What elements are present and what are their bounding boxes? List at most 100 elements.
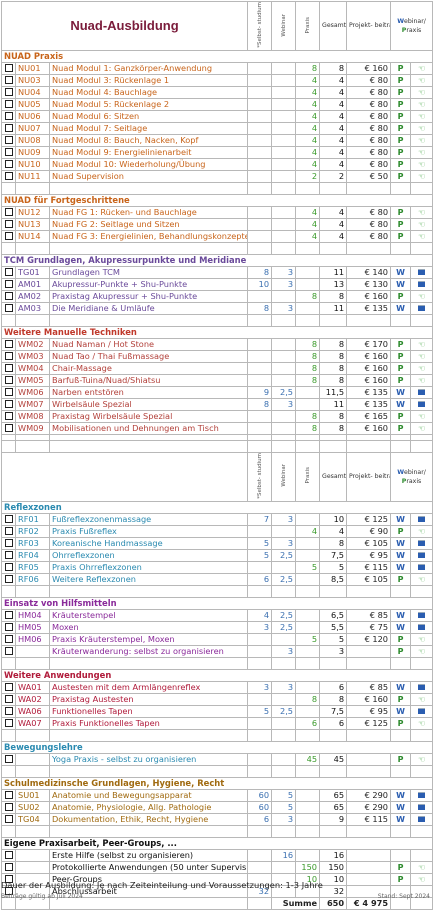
checkbox-square[interactable] — [4, 647, 13, 656]
course-checkbox[interactable] — [1, 229, 16, 243]
course-checkbox[interactable] — [1, 752, 16, 766]
course-checkbox[interactable] — [1, 860, 16, 874]
course-checkbox[interactable] — [1, 800, 16, 814]
checkbox-square[interactable] — [4, 208, 13, 217]
total-hours: 4 — [319, 229, 348, 243]
course-checkbox[interactable] — [1, 397, 16, 411]
checkbox-square[interactable] — [4, 76, 13, 85]
course-checkbox[interactable] — [1, 337, 16, 351]
course-checkbox[interactable] — [1, 385, 16, 399]
checkbox-square[interactable] — [4, 292, 13, 301]
checkbox-square[interactable] — [4, 412, 13, 421]
course-checkbox[interactable] — [1, 157, 16, 171]
checkbox-square[interactable] — [4, 539, 13, 548]
course-checkbox[interactable] — [1, 421, 16, 435]
course-checkbox[interactable] — [1, 692, 16, 706]
course-checkbox[interactable] — [1, 97, 16, 111]
checkbox-square[interactable] — [4, 863, 13, 872]
course-code: NU04 — [15, 85, 50, 99]
checkbox-square[interactable] — [4, 268, 13, 277]
course-checkbox[interactable] — [1, 812, 16, 826]
checkbox-square[interactable] — [4, 575, 13, 584]
course-checkbox[interactable] — [1, 265, 16, 279]
course-checkbox[interactable] — [1, 872, 16, 886]
checkbox-square[interactable] — [4, 220, 13, 229]
checkbox-square[interactable] — [4, 563, 13, 572]
checkbox-square[interactable] — [4, 527, 13, 536]
course-checkbox[interactable] — [1, 548, 16, 562]
course-checkbox[interactable] — [1, 205, 16, 219]
course-checkbox[interactable] — [1, 512, 16, 526]
course-checkbox[interactable] — [1, 608, 16, 622]
section-title: Bewegungslehre — [0, 740, 433, 754]
course-checkbox[interactable] — [1, 121, 16, 135]
course-checkbox[interactable] — [1, 301, 16, 315]
checkbox-square[interactable] — [4, 719, 13, 728]
checkbox-square[interactable] — [4, 815, 13, 824]
checkbox-square[interactable] — [4, 340, 13, 349]
course-checkbox[interactable] — [1, 716, 16, 730]
checkbox-square[interactable] — [4, 400, 13, 409]
course-checkbox[interactable] — [1, 524, 16, 538]
course-checkbox[interactable] — [1, 572, 16, 586]
format-icon: ☜ — [410, 572, 433, 586]
course-checkbox[interactable] — [1, 632, 16, 646]
course-checkbox[interactable] — [1, 145, 16, 159]
checkbox-square[interactable] — [4, 791, 13, 800]
checkbox-square[interactable] — [4, 424, 13, 433]
checkbox-square[interactable] — [4, 280, 13, 289]
checkbox-square[interactable] — [4, 64, 13, 73]
course-checkbox[interactable] — [1, 169, 16, 183]
checkbox-square[interactable] — [4, 875, 13, 884]
checkbox-square[interactable] — [4, 304, 13, 313]
checkbox-square[interactable] — [4, 551, 13, 560]
course-checkbox[interactable] — [1, 644, 16, 658]
checkbox-square[interactable] — [4, 683, 13, 692]
course-checkbox[interactable] — [1, 349, 16, 363]
checkbox-square[interactable] — [4, 803, 13, 812]
course-checkbox[interactable] — [1, 277, 16, 291]
checkbox-square[interactable] — [4, 376, 13, 385]
checkbox-square[interactable] — [4, 112, 13, 121]
checkbox-square[interactable] — [4, 172, 13, 181]
course-checkbox[interactable] — [1, 560, 16, 574]
course-checkbox[interactable] — [1, 536, 16, 550]
course-checkbox[interactable] — [1, 788, 16, 802]
checkbox-square[interactable] — [4, 100, 13, 109]
course-checkbox[interactable] — [1, 133, 16, 147]
course-checkbox[interactable] — [1, 289, 16, 303]
course-checkbox[interactable] — [1, 85, 16, 99]
course-code: WM09 — [15, 421, 50, 435]
checkbox-square[interactable] — [4, 388, 13, 397]
checkbox-square[interactable] — [4, 232, 13, 241]
checkbox-square[interactable] — [4, 160, 13, 169]
checkbox-square[interactable] — [4, 352, 13, 361]
course-checkbox[interactable] — [1, 109, 16, 123]
checkbox-square[interactable] — [4, 148, 13, 157]
course-code: WA02 — [15, 692, 50, 706]
course-checkbox[interactable] — [1, 373, 16, 387]
checkbox-square[interactable] — [4, 755, 13, 764]
checkbox-square[interactable] — [4, 695, 13, 704]
checkbox-square[interactable] — [4, 515, 13, 524]
course-checkbox[interactable] — [1, 61, 16, 75]
checkbox-square[interactable] — [4, 635, 13, 644]
course-checkbox[interactable] — [1, 848, 16, 862]
course-checkbox[interactable] — [1, 217, 16, 231]
checkbox-square[interactable] — [4, 707, 13, 716]
checkbox-square[interactable] — [4, 851, 13, 860]
checkbox-square[interactable] — [4, 88, 13, 97]
spacer-cell — [15, 764, 50, 778]
checkbox-square[interactable] — [4, 611, 13, 620]
checkbox-square[interactable] — [4, 124, 13, 133]
checkbox-square[interactable] — [4, 136, 13, 145]
course-checkbox[interactable] — [1, 620, 16, 634]
checkbox-square[interactable] — [4, 887, 13, 896]
course-checkbox[interactable] — [1, 704, 16, 718]
checkbox-square[interactable] — [4, 623, 13, 632]
course-checkbox[interactable] — [1, 680, 16, 694]
course-checkbox[interactable] — [1, 361, 16, 375]
course-checkbox[interactable] — [1, 409, 16, 423]
course-checkbox[interactable] — [1, 73, 16, 87]
checkbox-square[interactable] — [4, 364, 13, 373]
